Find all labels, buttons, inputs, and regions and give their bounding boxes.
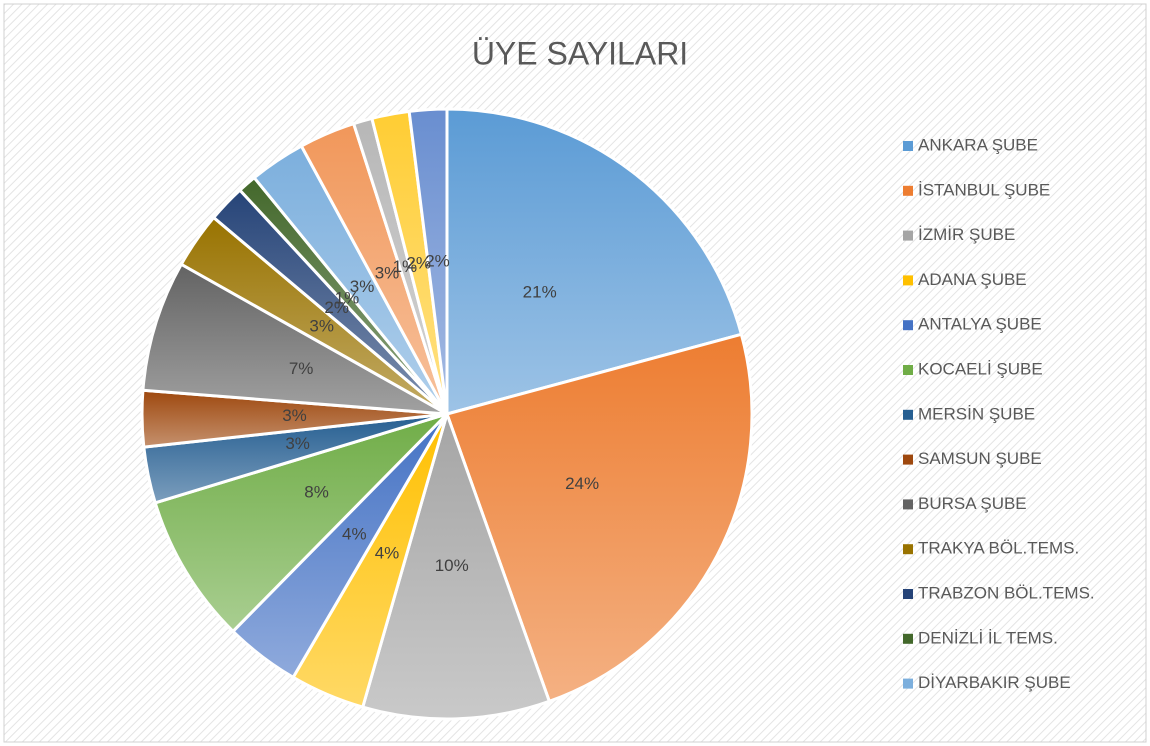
legend-swatch [903, 275, 913, 286]
data-label: 3% [309, 317, 334, 336]
legend-label: İZMİR ŞUBE [918, 225, 1015, 244]
legend-label: İSTANBUL ŞUBE [918, 180, 1050, 199]
pie-slice [153, 412, 449, 634]
legend-swatch [903, 365, 913, 375]
pie-slice [360, 409, 552, 721]
pie-slice [407, 107, 449, 415]
data-label: 1% [335, 288, 360, 307]
legend-swatch [903, 141, 913, 151]
legend-label: DİYARBAKIR ŞUBE [918, 673, 1071, 692]
data-label: 1% [393, 257, 418, 276]
data-label: 2% [425, 251, 450, 270]
legend-swatch [903, 499, 913, 510]
legend-label: ANTALYA ŞUBE [918, 315, 1042, 334]
pie-slice [141, 262, 448, 416]
data-label: 8% [304, 482, 329, 501]
legend-label: MERSİN ŞUBE [918, 404, 1035, 423]
data-label: 4% [375, 544, 400, 563]
data-label: 3% [282, 406, 307, 425]
legend-swatch [903, 633, 913, 644]
legend-swatch [903, 320, 913, 331]
data-label: 2% [324, 298, 349, 317]
legend-label: KOCAELİ ŞUBE [918, 359, 1043, 378]
legend-swatch [903, 544, 913, 555]
legend-swatch [903, 230, 913, 241]
data-label: 10% [435, 556, 469, 575]
legend-label: SAMSUN ŞUBE [918, 449, 1042, 468]
data-label: 4% [342, 525, 367, 544]
legend-swatch [903, 185, 913, 196]
data-label: 7% [289, 359, 314, 378]
legend-swatch [903, 454, 913, 465]
chart-title: ÜYE SAYILARI [472, 35, 688, 71]
data-label: 3% [285, 434, 310, 453]
legend-swatch [903, 678, 913, 689]
data-label: 3% [350, 277, 375, 296]
legend-label: ADANA ŞUBE [918, 270, 1027, 289]
legend-label: ANKARA ŞUBE [918, 135, 1038, 154]
data-label: 24% [565, 474, 599, 493]
data-label: 21% [523, 282, 557, 301]
data-label: 3% [375, 263, 400, 282]
pie-slice [445, 107, 744, 416]
legend-swatch [903, 589, 913, 599]
data-label: 2% [406, 254, 431, 273]
legend-swatch [903, 409, 913, 420]
legend-label: TRAKYA BÖL.TEMS. [918, 539, 1079, 558]
legend-label: TRABZON BÖL.TEMS. [918, 583, 1095, 602]
legend-label: DENİZLİ İL TEMS. [918, 628, 1058, 647]
legend-label: BURSA ŞUBE [918, 494, 1027, 513]
pie-slice [445, 332, 754, 704]
